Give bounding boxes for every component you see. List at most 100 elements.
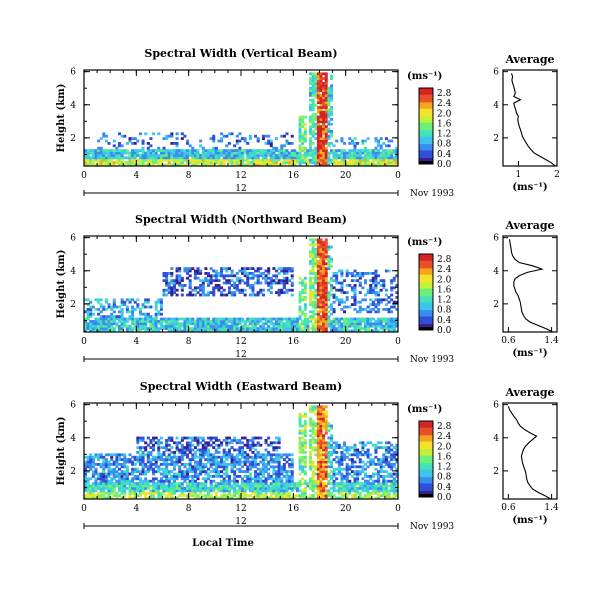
heatmap-cell — [152, 154, 156, 157]
heatmap-cell — [275, 163, 279, 167]
heatmap-cell — [324, 296, 328, 299]
heatmap-cell — [277, 324, 281, 328]
heatmap-cell — [358, 276, 362, 280]
heatmap-cell — [201, 320, 205, 323]
heatmap-cell — [366, 320, 370, 323]
heatmap-cell — [217, 317, 221, 321]
heatmap-cell — [345, 305, 349, 309]
heatmap-cell — [275, 448, 279, 452]
heatmap-cell — [348, 448, 352, 452]
heatmap-cell — [390, 288, 394, 292]
heatmap-cell — [89, 463, 93, 466]
heatmap-cell — [120, 161, 124, 164]
heatmap-cell — [259, 163, 263, 167]
colorbar: 0.00.40.81.21.62.02.42.8 — [418, 253, 452, 336]
heatmap-cell — [238, 322, 242, 326]
heatmap-cell — [290, 324, 294, 328]
heatmap-cell — [209, 276, 213, 280]
heatmap-cell — [324, 134, 328, 138]
heatmap-cell — [345, 284, 349, 287]
heatmap-cell — [366, 327, 370, 330]
heatmap-cell — [186, 453, 190, 457]
colorbar-segment — [419, 322, 433, 325]
heatmap-cell — [214, 154, 218, 157]
heatmap-cell — [178, 327, 182, 330]
heatmap-cell — [206, 274, 210, 278]
x-tick-label: 16 — [288, 171, 300, 181]
heatmap-cell — [180, 443, 184, 447]
heatmap-cell — [235, 441, 239, 445]
heatmap-cell — [256, 279, 260, 282]
heatmap-cell — [180, 293, 184, 297]
heatmap-cell — [353, 322, 357, 326]
heatmap-cell — [319, 487, 323, 490]
x-tick-label: 0 — [395, 171, 401, 181]
heatmap-cell — [269, 329, 273, 333]
heatmap-cell — [306, 327, 310, 330]
heatmap-cell — [288, 161, 292, 164]
heatmap-cell — [350, 161, 354, 164]
heatmap-cell — [267, 281, 271, 285]
heatmap-cell — [162, 288, 166, 292]
heatmap-cell — [329, 327, 333, 330]
heatmap-cell — [233, 324, 237, 328]
heatmap-cell — [204, 329, 208, 333]
heatmap-cell — [243, 269, 247, 273]
heatmap-cell — [131, 137, 135, 140]
heatmap-cell — [384, 158, 388, 162]
heatmap-cell — [138, 455, 142, 459]
heatmap-cell — [178, 161, 182, 164]
heatmap-cell — [206, 458, 210, 461]
heatmap-cell — [107, 163, 111, 167]
heatmap-cell — [241, 446, 245, 449]
heatmap-cell — [288, 479, 292, 483]
heatmap-cell — [201, 482, 205, 485]
heatmap-cell — [186, 329, 190, 333]
heatmap-cell — [303, 472, 307, 476]
heatmap-cell — [348, 154, 352, 157]
heatmap-cell — [282, 484, 286, 488]
heatmap-cell — [251, 463, 255, 466]
heatmap-cell — [316, 276, 320, 280]
colorbar-segment — [419, 288, 433, 290]
heatmap-cell — [324, 467, 328, 471]
heatmap-cell — [319, 317, 323, 321]
heatmap-cell — [123, 482, 127, 485]
heatmap-cell — [170, 439, 174, 442]
heatmap-cell — [356, 156, 360, 160]
heatmap-cell — [303, 494, 307, 497]
heatmap-cell — [167, 436, 171, 440]
heatmap-cell — [353, 161, 357, 164]
heatmap-cell — [322, 127, 326, 131]
heatmap-cell — [259, 479, 263, 483]
heatmap-cell — [89, 156, 93, 160]
heatmap-cell — [277, 154, 281, 157]
heatmap-cell — [327, 163, 331, 167]
heatmap-cell — [311, 248, 315, 251]
heatmap-cell — [217, 272, 221, 275]
heatmap-cell — [238, 467, 242, 471]
heatmap-cell — [191, 482, 195, 485]
heatmap-cell — [295, 482, 299, 485]
heatmap-cell — [319, 106, 323, 109]
heatmap-cell — [285, 494, 289, 497]
heatmap-cell — [382, 327, 386, 330]
heatmap-cell — [298, 329, 302, 333]
heatmap-cell — [301, 146, 305, 150]
heatmap-cell — [107, 149, 111, 152]
heatmap-cell — [348, 491, 352, 495]
heatmap-cell — [254, 317, 258, 321]
heatmap-cell — [191, 470, 195, 473]
heatmap-cell — [348, 322, 352, 326]
heatmap-cell — [337, 491, 341, 495]
heatmap-cell — [345, 482, 349, 485]
heatmap-cell — [348, 446, 352, 449]
heatmap-cell — [353, 465, 357, 469]
heatmap-cell — [311, 329, 315, 333]
heatmap-cell — [311, 300, 315, 304]
heatmap-cell — [115, 496, 119, 500]
heatmap-cell — [157, 448, 161, 452]
heatmap-cell — [193, 320, 197, 323]
heatmap-cell — [353, 327, 357, 330]
